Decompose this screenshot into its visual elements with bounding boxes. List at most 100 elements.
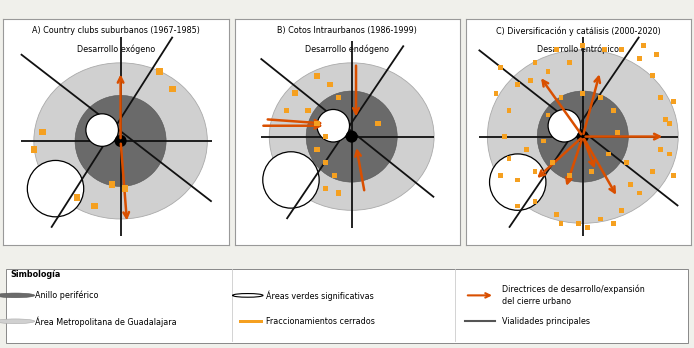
Text: Anillo periférico: Anillo periférico: [35, 291, 98, 300]
Circle shape: [577, 130, 589, 143]
Bar: [156, 68, 163, 75]
Bar: [528, 78, 533, 82]
Bar: [121, 185, 128, 192]
Bar: [516, 204, 520, 208]
Bar: [507, 156, 511, 161]
Bar: [336, 95, 341, 100]
Bar: [502, 134, 507, 139]
Bar: [323, 160, 328, 165]
Bar: [323, 186, 328, 191]
Bar: [611, 221, 616, 226]
Bar: [327, 82, 333, 87]
Bar: [498, 173, 502, 178]
Bar: [524, 147, 529, 152]
Bar: [169, 86, 176, 92]
Circle shape: [27, 160, 84, 217]
Circle shape: [232, 294, 263, 297]
Bar: [332, 173, 337, 179]
Bar: [516, 82, 520, 87]
Bar: [545, 69, 550, 74]
Bar: [620, 47, 624, 52]
Bar: [493, 91, 498, 96]
Bar: [620, 208, 624, 213]
Bar: [585, 225, 589, 230]
Bar: [615, 130, 620, 135]
Bar: [650, 169, 654, 174]
Bar: [40, 129, 46, 135]
Bar: [555, 212, 559, 217]
Bar: [637, 191, 641, 195]
Bar: [637, 56, 641, 61]
Text: Desarrollo entrópico: Desarrollo entrópico: [537, 44, 620, 54]
Text: Vialidades principales: Vialidades principales: [502, 317, 590, 326]
Bar: [305, 108, 311, 113]
Bar: [650, 73, 654, 78]
Bar: [659, 147, 663, 152]
Text: Desarrollo exógeno: Desarrollo exógeno: [77, 44, 155, 54]
Bar: [555, 47, 559, 52]
Text: Simbología: Simbología: [10, 270, 61, 279]
Text: Desarrollo endógeno: Desarrollo endógeno: [305, 44, 389, 54]
Bar: [314, 147, 320, 152]
Ellipse shape: [269, 63, 434, 210]
Bar: [654, 52, 659, 57]
Bar: [533, 61, 537, 65]
Bar: [580, 91, 585, 96]
Circle shape: [317, 110, 350, 142]
Ellipse shape: [34, 63, 208, 219]
Text: B) Cotos Intraurbanos (1986-1999): B) Cotos Intraurbanos (1986-1999): [278, 26, 417, 35]
Bar: [314, 121, 320, 126]
Bar: [568, 173, 572, 178]
Bar: [323, 134, 328, 140]
Text: Áreas verdes significativas: Áreas verdes significativas: [266, 290, 373, 301]
Bar: [628, 182, 633, 187]
Circle shape: [0, 319, 35, 324]
Circle shape: [115, 135, 127, 147]
Bar: [314, 73, 320, 79]
Bar: [602, 47, 607, 52]
Bar: [516, 177, 520, 182]
Circle shape: [548, 110, 581, 142]
Bar: [239, 319, 263, 323]
Bar: [533, 169, 537, 174]
Circle shape: [0, 293, 35, 298]
Bar: [576, 221, 581, 226]
Circle shape: [537, 91, 628, 182]
Text: Fraccionamientos cerrados: Fraccionamientos cerrados: [266, 317, 375, 326]
Bar: [92, 203, 98, 209]
Circle shape: [86, 114, 119, 147]
Circle shape: [263, 152, 319, 208]
Bar: [545, 112, 550, 117]
Bar: [667, 151, 672, 156]
Circle shape: [306, 91, 397, 182]
Bar: [375, 121, 380, 126]
Bar: [672, 173, 676, 178]
Text: C) Diversificación y catálisis (2000-2020): C) Diversificación y catálisis (2000-202…: [496, 26, 661, 36]
Bar: [533, 199, 537, 204]
Bar: [611, 108, 616, 113]
Bar: [568, 61, 572, 65]
Bar: [559, 95, 564, 100]
Bar: [74, 194, 81, 200]
Bar: [667, 121, 672, 126]
Bar: [580, 43, 585, 48]
Text: Directrices de desarrollo/expansión
del cierre urbano: Directrices de desarrollo/expansión del …: [502, 285, 645, 306]
Text: A) Country clubs suburbanos (1967-1985): A) Country clubs suburbanos (1967-1985): [33, 26, 200, 35]
Bar: [659, 95, 663, 100]
Text: Área Metropolitana de Guadalajara: Área Metropolitana de Guadalajara: [35, 316, 176, 326]
FancyBboxPatch shape: [6, 269, 688, 343]
Bar: [550, 160, 555, 165]
Circle shape: [346, 130, 357, 143]
Bar: [589, 169, 594, 174]
Bar: [31, 147, 37, 153]
Bar: [284, 108, 289, 113]
Bar: [641, 43, 646, 48]
Bar: [109, 181, 115, 188]
Bar: [559, 221, 564, 226]
Circle shape: [489, 154, 546, 210]
Bar: [498, 65, 502, 70]
Bar: [598, 216, 602, 221]
Circle shape: [75, 95, 166, 187]
Bar: [541, 139, 546, 143]
Bar: [624, 160, 629, 165]
